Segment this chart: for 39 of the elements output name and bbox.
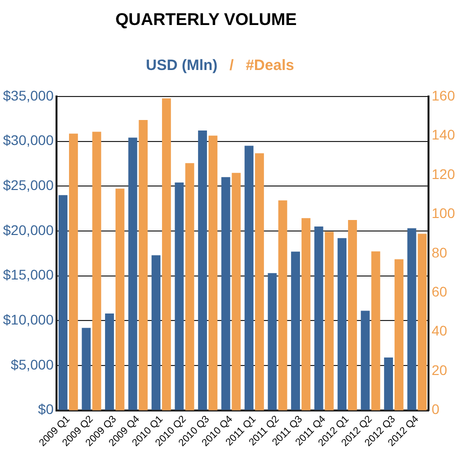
bar [92,132,102,410]
y2-tick-label: 80 [432,244,448,260]
bar [384,357,393,410]
bar [208,136,218,410]
bar [162,98,171,410]
y-tick-label: $15,000 [2,266,54,283]
bar [348,220,357,410]
y2-tick-label: 40 [432,322,448,339]
y2-tick-label: 120 [432,166,456,182]
bar [58,195,68,410]
bar [82,328,91,410]
bar [255,153,264,410]
y2-tick-label: 160 [432,87,456,104]
bar [302,218,310,410]
bar [291,252,300,410]
bar [244,146,254,410]
y2-tick-label: 20 [432,362,448,378]
y2-tick-label: 140 [432,126,456,143]
y-tick-label: $0 [38,401,54,418]
chart-title: QUARTERLY VOLUME [114,10,298,30]
y-tick-label: $10,000 [2,312,54,328]
y-tick-label: $5,000 [10,356,54,372]
text: #Deals [246,57,294,74]
bar [116,188,124,410]
y-tick-label: $35,000 [2,87,54,104]
bar [105,314,114,410]
text: / [230,57,234,74]
y-tick-label: $30,000 [2,132,54,148]
bar [394,259,404,410]
y2-tick-label: 100 [432,205,456,222]
y2-tick-label: 0 [432,401,440,418]
y-tick-label: $20,000 [2,222,54,238]
y2-tick-label: 60 [432,284,448,300]
y-tick-label: $25,000 [2,176,54,193]
bar [152,255,160,410]
text: USD (Mln) [146,57,218,74]
bar [69,134,78,410]
bar [198,130,207,410]
bar [338,238,346,410]
